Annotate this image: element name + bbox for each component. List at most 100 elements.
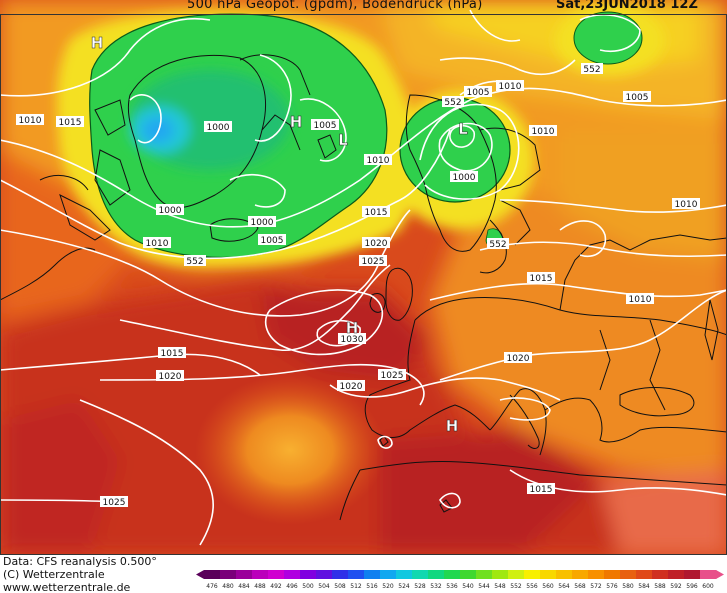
isobar-label: 1000 xyxy=(251,218,274,228)
legend-tick-label: 564 xyxy=(558,583,570,590)
legend-tick-label: 560 xyxy=(542,583,554,590)
legend-tick-label: 500 xyxy=(302,583,314,590)
legend-swatch xyxy=(604,570,621,579)
legend-tick-label: 532 xyxy=(430,583,442,590)
isobar-label: 1005 xyxy=(467,88,490,98)
isobar-label-box xyxy=(100,496,128,507)
color-scale-legend: 476 480 484 488 492 496 500 504 508 512 516 520 524 5… xyxy=(196,570,724,590)
isobar-label-box xyxy=(204,121,232,132)
chart-datetime: Sat,23JUN2018 12Z xyxy=(556,0,698,12)
isobar-label-box xyxy=(143,237,171,248)
legend-tick-label: 508 xyxy=(334,583,346,590)
legend-tick-label: 520 xyxy=(382,583,394,590)
legend-swatch xyxy=(332,570,349,579)
legend-swatch xyxy=(364,570,381,579)
isobar-label: 1030 xyxy=(341,335,364,345)
isobar-label-box xyxy=(258,234,286,245)
legend-swatch xyxy=(508,570,525,579)
weather-map: 1010 1015 1000 1005 1010 1000 1010 1005 552 1000 1… xyxy=(0,0,727,555)
isobar-label: 1020 xyxy=(365,239,388,249)
chart-title: 500 hPa Geopot. (gpdm), Bodendruck (hPa) xyxy=(187,0,483,12)
legend-swatch xyxy=(556,570,573,579)
isobar-label: 1000 xyxy=(453,173,476,183)
low-pressure-center: L xyxy=(338,131,348,149)
isobar-label-box xyxy=(450,171,478,182)
high-pressure-center: H xyxy=(290,113,303,131)
isobar-label: 1015 xyxy=(161,349,184,359)
legend-swatch xyxy=(204,570,221,579)
legend-swatch xyxy=(316,570,333,579)
isobar-label: 1015 xyxy=(530,485,553,495)
isobar-label-box xyxy=(378,369,406,380)
legend-swatch xyxy=(300,570,317,579)
isobar-label-box xyxy=(184,255,206,266)
legend-swatch xyxy=(380,570,397,579)
arctic-low-core xyxy=(130,70,290,170)
legend-tick-label: 576 xyxy=(606,583,618,590)
copyright-text: (C) Wetterzentrale xyxy=(3,568,105,581)
isobar-label: 1010 xyxy=(19,116,42,126)
legend-swatch xyxy=(588,570,605,579)
data-source-text: Data: CFS reanalysis 0.500° xyxy=(3,555,157,568)
isobar-label: 1010 xyxy=(629,295,652,305)
legend-tick-label: 540 xyxy=(462,583,474,590)
isobar-label: 1025 xyxy=(362,257,385,267)
legend-tick-label: 600 xyxy=(702,583,714,590)
isobar-label-box xyxy=(529,125,557,136)
isobar-labels: 1010 1015 1000 1005 1010 1000 1010 1005 552 1000 1… xyxy=(16,63,700,508)
legend-tick-label: 548 xyxy=(494,583,506,590)
legend-tick-labels: 476 480 484 488 492 496 500 504 508 512 516 520 524 5… xyxy=(206,583,714,590)
legend-tick-label: 476 xyxy=(206,583,218,590)
legend-swatch xyxy=(540,570,557,579)
high-pressure-center: H xyxy=(346,319,359,337)
isobar-label-box xyxy=(581,63,603,74)
isobar-label: 552 xyxy=(444,98,461,108)
isobar-label: 1025 xyxy=(103,498,126,508)
isobar-label-box xyxy=(56,116,84,127)
isobar-label: 1005 xyxy=(314,121,337,131)
ridge-warm-spot xyxy=(195,375,385,525)
isobar-label: 1010 xyxy=(675,200,698,210)
isobar-label-box xyxy=(338,333,366,344)
legend-tick-label: 528 xyxy=(414,583,426,590)
legend-tick-label: 556 xyxy=(526,583,538,590)
isobar-label: 1010 xyxy=(532,127,555,137)
legend-tick-label: 580 xyxy=(622,583,634,590)
legend-tick-label: 596 xyxy=(686,583,698,590)
website-text: www.wetterzentrale.de xyxy=(3,581,131,593)
legend-swatch xyxy=(284,570,301,579)
legend-tick-label: 492 xyxy=(270,583,282,590)
isobar-label: 1025 xyxy=(381,371,404,381)
legend-tick-label: 480 xyxy=(222,583,234,590)
legend-tick-label: 512 xyxy=(350,583,362,590)
isobar-label: 1010 xyxy=(367,156,390,166)
isobar-label-box xyxy=(496,80,524,91)
isobar-label-box xyxy=(311,119,339,130)
isobar-label: 1005 xyxy=(261,236,284,246)
legend-swatch xyxy=(252,570,269,579)
pressure-centers: H H L L H H xyxy=(90,34,468,436)
legend-tick-label: 592 xyxy=(670,583,682,590)
legend-tick-label: 504 xyxy=(318,583,330,590)
isobar-label: 1000 xyxy=(207,123,230,133)
legend-swatch xyxy=(236,570,253,579)
legend-tick-label: 588 xyxy=(654,583,666,590)
legend-tick-label: 544 xyxy=(478,583,490,590)
legend-swatch xyxy=(460,570,477,579)
isobar-label-box xyxy=(362,206,390,217)
legend-tick-label: 536 xyxy=(446,583,458,590)
title-bar: 500 hPa Geopot. (gpdm), Bodendruck (hPa)… xyxy=(0,0,727,14)
legend-tick-label: 524 xyxy=(398,583,410,590)
legend-left-arrow xyxy=(196,570,204,579)
legend-swatch xyxy=(572,570,589,579)
isobar-label-box xyxy=(442,96,464,107)
isobar-label-box xyxy=(504,352,532,363)
high-pressure-center: H xyxy=(91,34,104,52)
isobar-label-box xyxy=(464,86,492,97)
isobar-label: 1020 xyxy=(507,354,530,364)
legend-swatch xyxy=(668,570,685,579)
isobar-label: 1010 xyxy=(146,239,169,249)
legend-swatch xyxy=(700,570,717,579)
legend-right-arrow xyxy=(716,570,724,579)
legend-swatch xyxy=(268,570,285,579)
